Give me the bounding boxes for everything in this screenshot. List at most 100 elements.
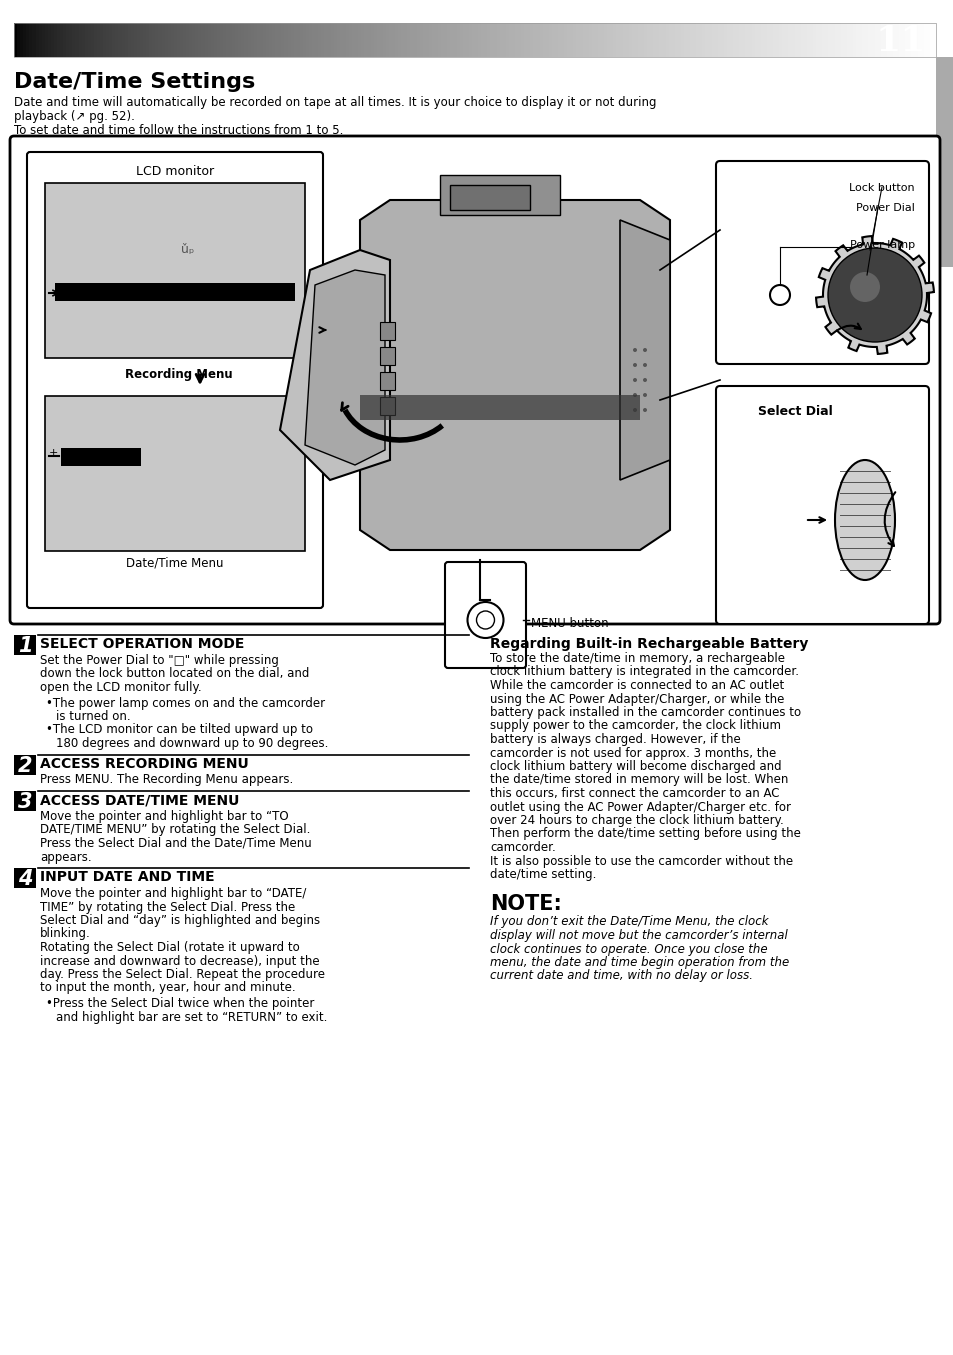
Bar [809,23,813,57]
Bar [776,23,779,57]
Bar [741,23,745,57]
Bar [855,23,859,57]
Bar [195,23,198,57]
Bar [536,23,539,57]
Text: •The LCD monitor can be tilted upward up to: •The LCD monitor can be tilted upward up… [46,724,313,737]
Bar [128,23,132,57]
Bar [904,23,908,57]
Bar [55,283,294,301]
Bar [656,23,659,57]
Bar [70,23,72,57]
Bar [643,23,647,57]
Bar [306,23,309,57]
Bar [661,23,665,57]
Bar [631,23,635,57]
Circle shape [633,378,637,382]
Bar [450,23,454,57]
Bar [686,23,690,57]
Text: over 24 hours to charge the clock lithium battery.: over 24 hours to charge the clock lithiu… [490,814,783,827]
Bar [625,23,629,57]
Bar [272,23,275,57]
Bar [211,23,214,57]
Bar [877,23,881,57]
Bar [14,23,935,57]
Bar [447,23,451,57]
Text: TIME” by rotating the Select Dial. Press the: TIME” by rotating the Select Dial. Press… [40,901,294,913]
Bar [324,23,328,57]
Bar [480,23,484,57]
Text: If you don’t exit the Date/Time Menu, the clock: If you don’t exit the Date/Time Menu, th… [490,916,768,928]
Bar [189,23,193,57]
Bar [505,23,509,57]
Polygon shape [815,236,933,354]
Bar [502,23,506,57]
Bar [490,23,494,57]
Bar [708,23,711,57]
Circle shape [633,408,637,412]
Bar [812,23,816,57]
Bar [376,23,380,57]
Bar [370,23,374,57]
Bar [794,23,798,57]
Bar [821,23,825,57]
Text: using the AC Power Adapter/Charger, or while the: using the AC Power Adapter/Charger, or w… [490,692,783,706]
Text: open the LCD monitor fully.: open the LCD monitor fully. [40,682,201,694]
Bar [342,23,346,57]
Bar [925,23,929,57]
Text: appears.: appears. [40,851,91,863]
Bar [379,347,395,364]
Circle shape [476,611,494,629]
Text: camcorder is not used for approx. 3 months, the: camcorder is not used for approx. 3 mont… [490,747,776,760]
Bar [281,23,285,57]
Bar [591,23,595,57]
Bar [78,23,82,57]
Bar [555,23,558,57]
Text: Regarding Built-in Rechargeable Battery: Regarding Built-in Rechargeable Battery [490,637,807,650]
Bar [115,23,119,57]
Bar [336,23,340,57]
Bar [193,23,195,57]
Bar [232,23,235,57]
Bar [45,396,305,551]
Text: 11: 11 [875,24,925,58]
Text: Lock button: Lock button [848,183,914,192]
Bar [781,23,785,57]
Bar [739,23,742,57]
Text: INPUT DATE AND TIME: INPUT DATE AND TIME [40,870,214,883]
Text: down the lock button located on the dial, and: down the lock button located on the dial… [40,668,309,680]
Bar [14,755,36,775]
Bar [367,23,371,57]
Bar [840,23,843,57]
Bar [665,23,668,57]
Bar [527,23,530,57]
Bar [600,23,604,57]
Text: Power Dial: Power Dial [855,203,914,213]
Bar [898,23,902,57]
Bar [444,23,447,57]
Bar [198,23,202,57]
Bar [493,23,497,57]
Text: Press MENU. The Recording Menu appears.: Press MENU. The Recording Menu appears. [40,774,293,786]
Text: 3: 3 [18,793,32,812]
Text: 2: 2 [18,756,32,775]
Circle shape [642,408,646,412]
Bar [791,23,794,57]
FancyBboxPatch shape [10,136,939,625]
Bar [439,175,559,215]
Bar [763,23,766,57]
Bar [671,23,675,57]
Bar [385,23,389,57]
Bar [226,23,230,57]
Bar [837,23,841,57]
Bar [112,23,116,57]
Bar [598,23,601,57]
Circle shape [633,348,637,352]
Text: To store the date/time in memory, a rechargeable: To store the date/time in memory, a rech… [490,652,784,665]
Bar [248,23,251,57]
Bar [121,23,125,57]
Bar [477,23,481,57]
Bar [696,23,700,57]
Bar [717,23,720,57]
Bar [392,23,395,57]
Bar [723,23,727,57]
